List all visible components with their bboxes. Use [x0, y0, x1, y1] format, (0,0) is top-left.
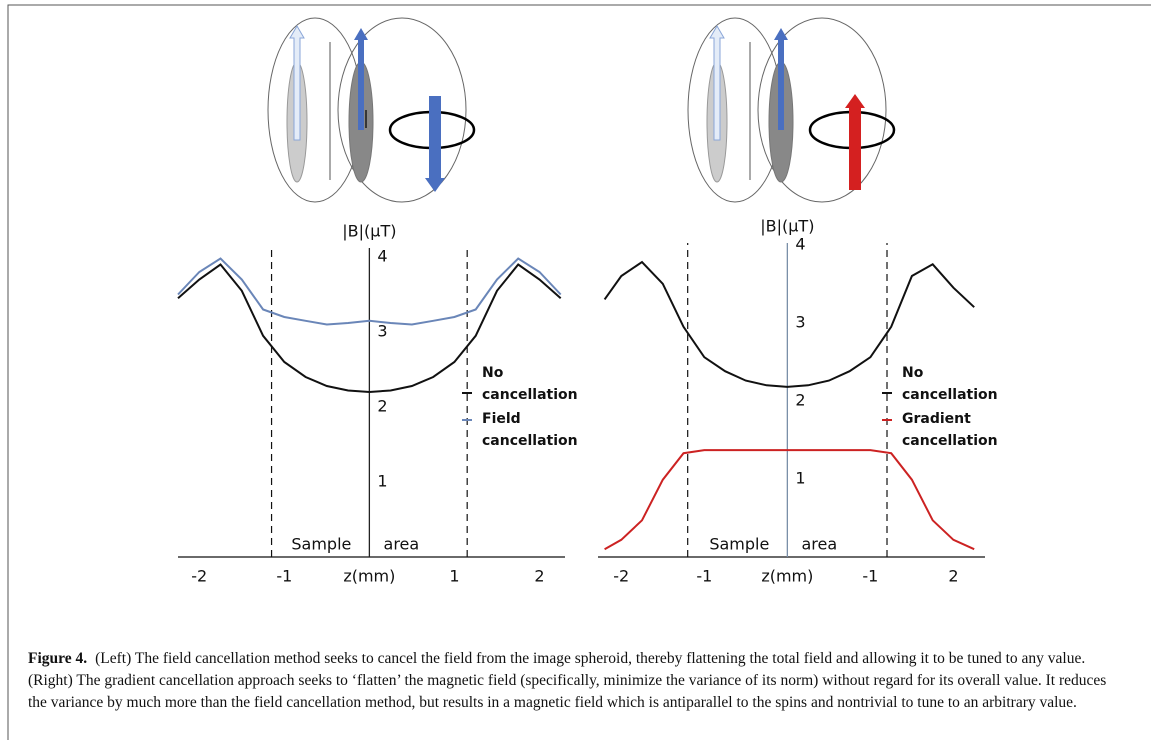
y-tick-label: 2 — [795, 390, 805, 409]
annotation: Sample — [291, 535, 351, 554]
coil-diagram-left — [267, 17, 476, 203]
x-tick-label: -1 — [276, 567, 292, 586]
x-tick-label: 2 — [534, 567, 544, 586]
caption-label: Figure 4. — [28, 650, 88, 667]
x-tick-label: -2 — [191, 567, 207, 586]
data-line — [177, 257, 562, 326]
legend-label: Gradient cancellation — [902, 411, 998, 449]
data-line — [603, 260, 975, 388]
annotation: area — [802, 535, 838, 554]
y-tick-label: 1 — [795, 468, 805, 487]
y-tick-label: 3 — [377, 322, 387, 341]
y-tick-label: 1 — [377, 472, 387, 491]
coil-diagram-right — [687, 17, 896, 203]
y-axis-label: |B|(μT) — [760, 217, 814, 236]
x-tick-label: 2 — [948, 567, 958, 586]
data-line — [177, 263, 562, 394]
caption: Figure 4. (Left) The field cancellation m… — [28, 648, 1128, 714]
y-tick-label: 4 — [795, 234, 805, 253]
x-tick-label: -1 — [862, 567, 878, 586]
y-tick-label: 3 — [795, 312, 805, 331]
legend-label: Field cancellation — [482, 411, 578, 449]
data-line — [604, 449, 975, 551]
caption-text: (Left) The field cancellation method see… — [28, 650, 1107, 711]
annotation: area — [384, 535, 420, 554]
x-axis-label: z(mm) — [343, 567, 395, 586]
x-axis-label: z(mm) — [761, 567, 813, 586]
annotation: Sample — [709, 535, 769, 554]
x-tick-label: -2 — [613, 567, 629, 586]
legend-label: No cancellation — [482, 365, 578, 403]
frame — [7, 4, 1151, 740]
x-tick-label: -1 — [696, 567, 712, 586]
y-tick-label: 2 — [377, 397, 387, 416]
x-tick-label: 1 — [449, 567, 459, 586]
y-axis-label: |B|(μT) — [342, 222, 396, 241]
legend-label: No cancellation — [902, 365, 998, 403]
y-tick-label: 4 — [377, 247, 387, 266]
